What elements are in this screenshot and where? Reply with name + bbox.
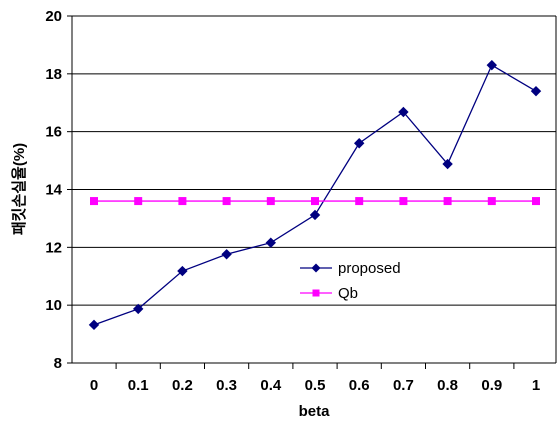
data-point-Qb bbox=[134, 197, 143, 206]
y-tick-label: 8 bbox=[54, 355, 62, 372]
y-tick-label: 18 bbox=[45, 66, 62, 83]
y-axis-title: 패킷손실율(%) bbox=[10, 143, 28, 235]
y-tick-label: 10 bbox=[45, 297, 62, 314]
legend-label: proposed bbox=[338, 260, 401, 277]
x-axis-title: beta bbox=[299, 403, 331, 420]
data-point-proposed bbox=[442, 158, 453, 170]
data-point-proposed bbox=[353, 138, 365, 149]
data-point-proposed bbox=[530, 85, 542, 97]
y-tick-label: 16 bbox=[45, 124, 62, 141]
x-tick-label: 0 bbox=[90, 377, 98, 394]
data-point-proposed bbox=[177, 265, 188, 277]
legend-marker bbox=[312, 289, 320, 297]
data-point-Qb bbox=[90, 197, 98, 206]
x-tick-label: 0.9 bbox=[481, 377, 502, 394]
x-tick-label: 0.5 bbox=[305, 377, 326, 394]
data-point-proposed bbox=[132, 303, 144, 315]
x-tick-label: 0.4 bbox=[260, 377, 282, 394]
data-point-Qb bbox=[443, 197, 452, 206]
legend-label: Qb bbox=[338, 285, 358, 302]
x-tick-label: 0.1 bbox=[128, 377, 149, 394]
x-tick-label: 0.7 bbox=[393, 377, 414, 394]
data-point-Qb bbox=[355, 197, 364, 206]
legend-entry-proposed: proposed bbox=[300, 260, 401, 277]
data-point-Qb bbox=[222, 197, 231, 206]
series-Qb bbox=[90, 197, 540, 206]
data-point-proposed bbox=[486, 59, 498, 71]
data-point-Qb bbox=[399, 197, 408, 206]
y-tick-label: 20 bbox=[45, 8, 62, 25]
x-tick-label: 0.3 bbox=[216, 377, 237, 394]
x-tick-label: 0.8 bbox=[437, 377, 458, 394]
x-tick-label: 0.6 bbox=[349, 377, 370, 394]
y-tick-label: 12 bbox=[45, 239, 62, 256]
series-layer bbox=[88, 59, 542, 331]
axes: 8 10 12 14 16 18 20 0 0.1 0.2 0.3 0.4 0.5 0.6 0.7 0.8 0.… bbox=[45, 8, 557, 394]
data-point-proposed bbox=[221, 249, 232, 260]
data-point-proposed bbox=[265, 237, 277, 248]
data-point-Qb bbox=[311, 197, 319, 206]
data-point-Qb bbox=[178, 197, 187, 206]
data-point-proposed bbox=[398, 106, 409, 118]
data-point-proposed bbox=[309, 209, 321, 221]
data-point-proposed bbox=[88, 319, 100, 331]
legend-marker bbox=[311, 263, 321, 273]
series-proposed bbox=[88, 59, 542, 331]
legend: proposed Qb bbox=[300, 260, 401, 302]
series-line-proposed bbox=[93, 64, 537, 326]
x-tick-label: 0.2 bbox=[172, 377, 193, 394]
data-point-Qb bbox=[266, 197, 275, 206]
legend-entry-Qb: Qb bbox=[300, 285, 358, 302]
y-tick-label: 14 bbox=[45, 182, 62, 199]
x-tick-label: 1 bbox=[532, 377, 540, 394]
data-point-Qb bbox=[487, 197, 496, 206]
data-point-Qb bbox=[532, 197, 540, 206]
gridlines bbox=[72, 15, 556, 306]
